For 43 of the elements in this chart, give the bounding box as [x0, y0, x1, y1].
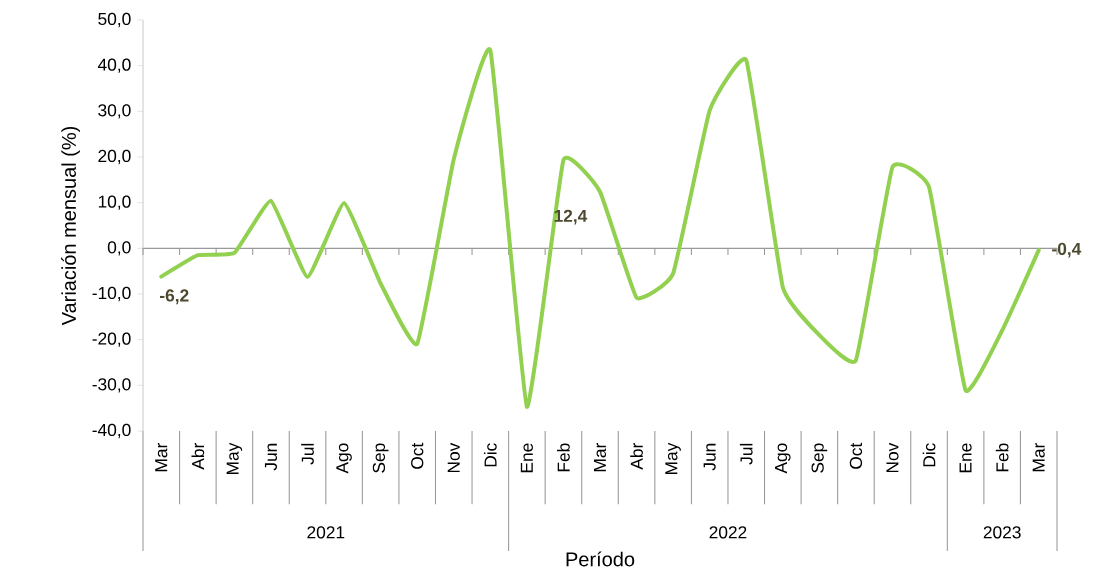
y-tick-label: 30,0	[98, 104, 131, 119]
x-tick-label: Jun	[264, 443, 278, 471]
x-tick-label: May	[226, 442, 243, 475]
x-tick-label: Ene	[959, 443, 972, 473]
x-tick-label: Ago	[775, 443, 791, 474]
x-tick-label: Jul	[739, 443, 753, 465]
y-tick-label: 20,0	[98, 149, 131, 165]
x-tick-label: Ene	[520, 443, 533, 473]
x-tick-label: Oct	[411, 442, 424, 469]
x-tick-label: Sep	[372, 443, 389, 473]
x-tick-label: Jun	[703, 443, 716, 471]
y-axis-title: Variación mensual (%)	[61, 126, 80, 326]
x-tick-label: Mar	[1032, 443, 1045, 472]
data-label: -0,4	[1052, 242, 1082, 258]
x-tick-label: Dic	[483, 443, 497, 467]
y-tick-label: -30,0	[92, 378, 131, 393]
x-tick-label: Oct	[849, 442, 863, 469]
x-tick-label: Abr	[191, 443, 205, 470]
text: 2023	[983, 526, 1021, 539]
y-tick-label: 50,0	[98, 12, 131, 28]
data-label: -6,2	[160, 289, 189, 305]
text: 2021	[307, 526, 345, 539]
x-tick-label: Abr	[630, 443, 643, 470]
x-tick-label: May	[665, 442, 681, 475]
x-tick-label: Ago	[336, 443, 352, 474]
text: 2022	[709, 526, 747, 539]
x-tick-label: Nov	[447, 442, 460, 473]
x-tick-label: Feb	[557, 443, 570, 472]
y-tick-label: 10,0	[98, 195, 131, 210]
y-tick-label: 0,0	[107, 241, 131, 256]
x-tick-label: Mar	[593, 443, 607, 472]
x-tick-label: Sep	[811, 443, 828, 473]
x-axis-title: Período	[566, 551, 635, 567]
line-series	[159, 48, 1041, 409]
y-tick-label: -40,0	[92, 423, 131, 439]
x-tick-label: Mar	[155, 443, 168, 472]
y-tick-label: -20,0	[92, 332, 131, 347]
x-tick-label: Feb	[995, 443, 1009, 472]
x-tick-label: Dic	[922, 443, 936, 467]
x-tick-label: Nov	[886, 442, 899, 473]
y-tick-label: -10,0	[92, 286, 131, 302]
y-tick-label: 40,0	[97, 58, 131, 73]
x-tick-label: Jul	[301, 443, 314, 465]
